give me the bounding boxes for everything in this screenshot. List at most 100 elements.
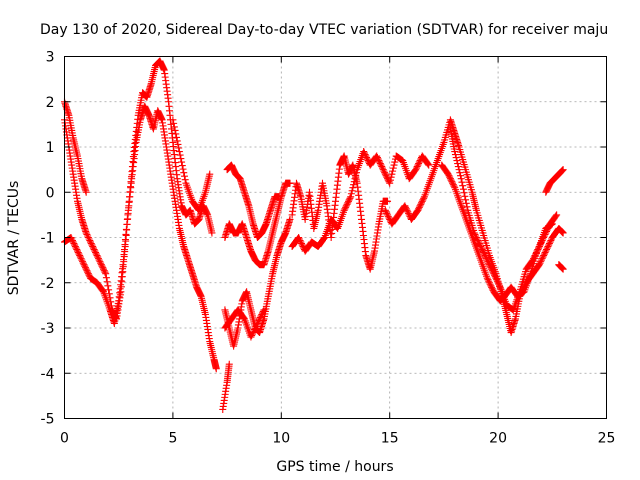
data-point	[494, 279, 502, 287]
series-track-l	[381, 116, 567, 337]
data-point	[99, 287, 107, 295]
data-point	[94, 255, 102, 263]
data-point	[474, 237, 482, 245]
data-point	[180, 169, 188, 177]
data-point	[487, 282, 495, 290]
data-point	[454, 163, 462, 171]
data-point	[490, 271, 498, 279]
data-point	[360, 148, 368, 156]
data-point	[479, 247, 487, 255]
data-point	[419, 196, 427, 204]
data-point	[352, 169, 360, 177]
data-point	[103, 278, 111, 286]
data-point	[536, 259, 544, 267]
data-point	[98, 262, 106, 270]
data-point	[173, 133, 181, 141]
data-point	[559, 265, 567, 273]
data-point	[100, 267, 108, 275]
data-point	[260, 306, 268, 314]
data-point	[349, 184, 357, 192]
data-point	[350, 181, 358, 189]
data-point	[390, 161, 398, 169]
data-point	[180, 172, 188, 180]
data-point	[171, 126, 179, 134]
data-point	[545, 240, 553, 248]
data-point	[298, 241, 306, 249]
data-point	[80, 261, 88, 269]
data-point	[84, 270, 92, 278]
data-point	[74, 247, 82, 255]
data-point	[449, 181, 457, 189]
data-point	[385, 178, 393, 186]
data-point	[543, 246, 551, 254]
data-point	[252, 322, 260, 330]
data-point	[480, 249, 488, 257]
data-point	[484, 258, 492, 266]
data-point	[462, 199, 470, 207]
data-point	[251, 326, 259, 334]
data-point	[473, 235, 481, 243]
data-point	[488, 265, 496, 273]
data-point	[90, 246, 98, 254]
data-point	[488, 283, 496, 291]
data-point	[105, 286, 113, 294]
data-point	[348, 187, 356, 195]
data-point	[495, 280, 503, 288]
data-point	[342, 203, 350, 211]
data-point	[251, 324, 259, 332]
data-point	[476, 241, 484, 249]
data-point	[106, 294, 114, 302]
data-point	[212, 365, 220, 373]
data-point	[388, 170, 396, 178]
data-point	[489, 268, 497, 276]
data-point	[477, 243, 485, 251]
tick-labels: 0 5 10 15 20 25 -5 -4 -3 -2 -1 0 1 2 3	[41, 50, 616, 447]
data-point	[458, 178, 466, 186]
data-point	[172, 130, 180, 138]
data-point	[389, 167, 397, 175]
data-point	[451, 148, 459, 156]
x-tick-label: 20	[489, 431, 507, 447]
data-point	[248, 332, 256, 340]
data-point	[412, 166, 420, 174]
data-point	[74, 249, 82, 257]
data-point	[403, 206, 411, 214]
data-point	[384, 211, 392, 219]
data-point	[361, 151, 369, 159]
data-point	[73, 246, 81, 254]
data-point	[254, 318, 262, 326]
data-point	[544, 243, 552, 251]
data-point	[379, 166, 387, 174]
data-point	[451, 151, 459, 159]
data-point	[480, 250, 488, 258]
data-point	[530, 255, 538, 263]
data-point	[376, 158, 384, 166]
data-point	[385, 214, 393, 222]
data-point	[345, 197, 353, 205]
data-point	[404, 208, 412, 216]
data-point	[71, 241, 79, 249]
series-track-i	[223, 161, 283, 241]
data-point	[472, 232, 480, 240]
data-point	[461, 192, 469, 200]
data-point	[76, 252, 84, 260]
data-point	[485, 279, 493, 287]
data-markers	[61, 57, 567, 413]
data-point	[173, 137, 181, 145]
data-point	[87, 240, 95, 248]
data-point	[450, 182, 458, 190]
data-point	[89, 243, 97, 251]
data-point	[102, 270, 110, 278]
data-point	[454, 160, 462, 168]
data-point	[559, 166, 567, 174]
data-point	[402, 203, 410, 211]
data-point	[92, 250, 100, 258]
data-point	[542, 247, 550, 255]
data-point	[533, 247, 541, 255]
data-point	[449, 179, 457, 187]
data-point	[496, 282, 504, 290]
data-point	[240, 314, 248, 322]
data-point	[71, 243, 79, 251]
data-point	[96, 258, 104, 266]
series-track-o	[542, 166, 567, 196]
